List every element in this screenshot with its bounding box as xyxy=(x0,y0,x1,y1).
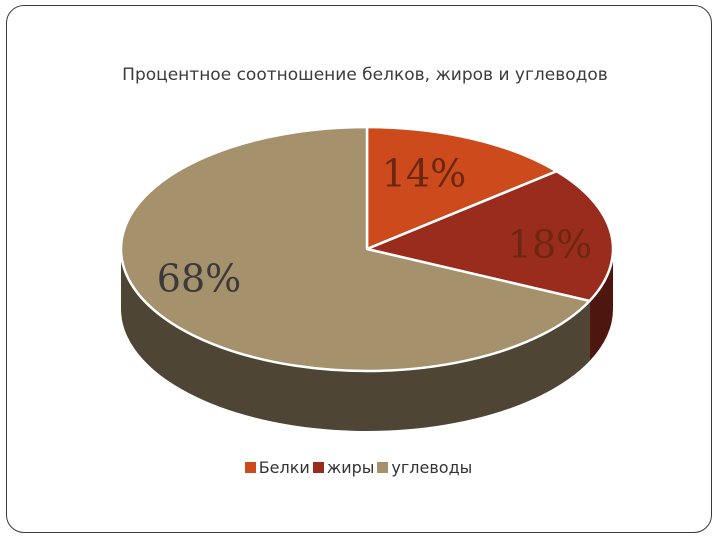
legend-item-proteins: Белки xyxy=(244,458,310,477)
data-label-fats: 18% xyxy=(508,223,592,267)
legend-swatch-fats xyxy=(312,462,324,473)
data-label-proteins: 14% xyxy=(382,152,466,196)
legend-label-proteins: Белки xyxy=(258,458,310,477)
pie-slice-proteins xyxy=(365,125,558,251)
chart-title: Процентное соотношение белков, жиров и у… xyxy=(122,65,608,85)
data-label-carbs: 68% xyxy=(157,257,241,301)
chart-legend: Белки жиры углеводы xyxy=(0,458,720,477)
legend-label-fats: жиры xyxy=(326,458,375,477)
legend-item-fats: жиры xyxy=(312,458,375,477)
pie-slice-fats xyxy=(365,169,615,303)
legend-swatch-carbs xyxy=(377,462,389,473)
pie-slice-carbs xyxy=(119,125,591,373)
legend-item-carbs: углеводы xyxy=(377,458,472,477)
legend-label-carbs: углеводы xyxy=(391,458,473,477)
pie-side-carbs xyxy=(121,249,590,431)
legend-swatch-proteins xyxy=(244,462,256,473)
